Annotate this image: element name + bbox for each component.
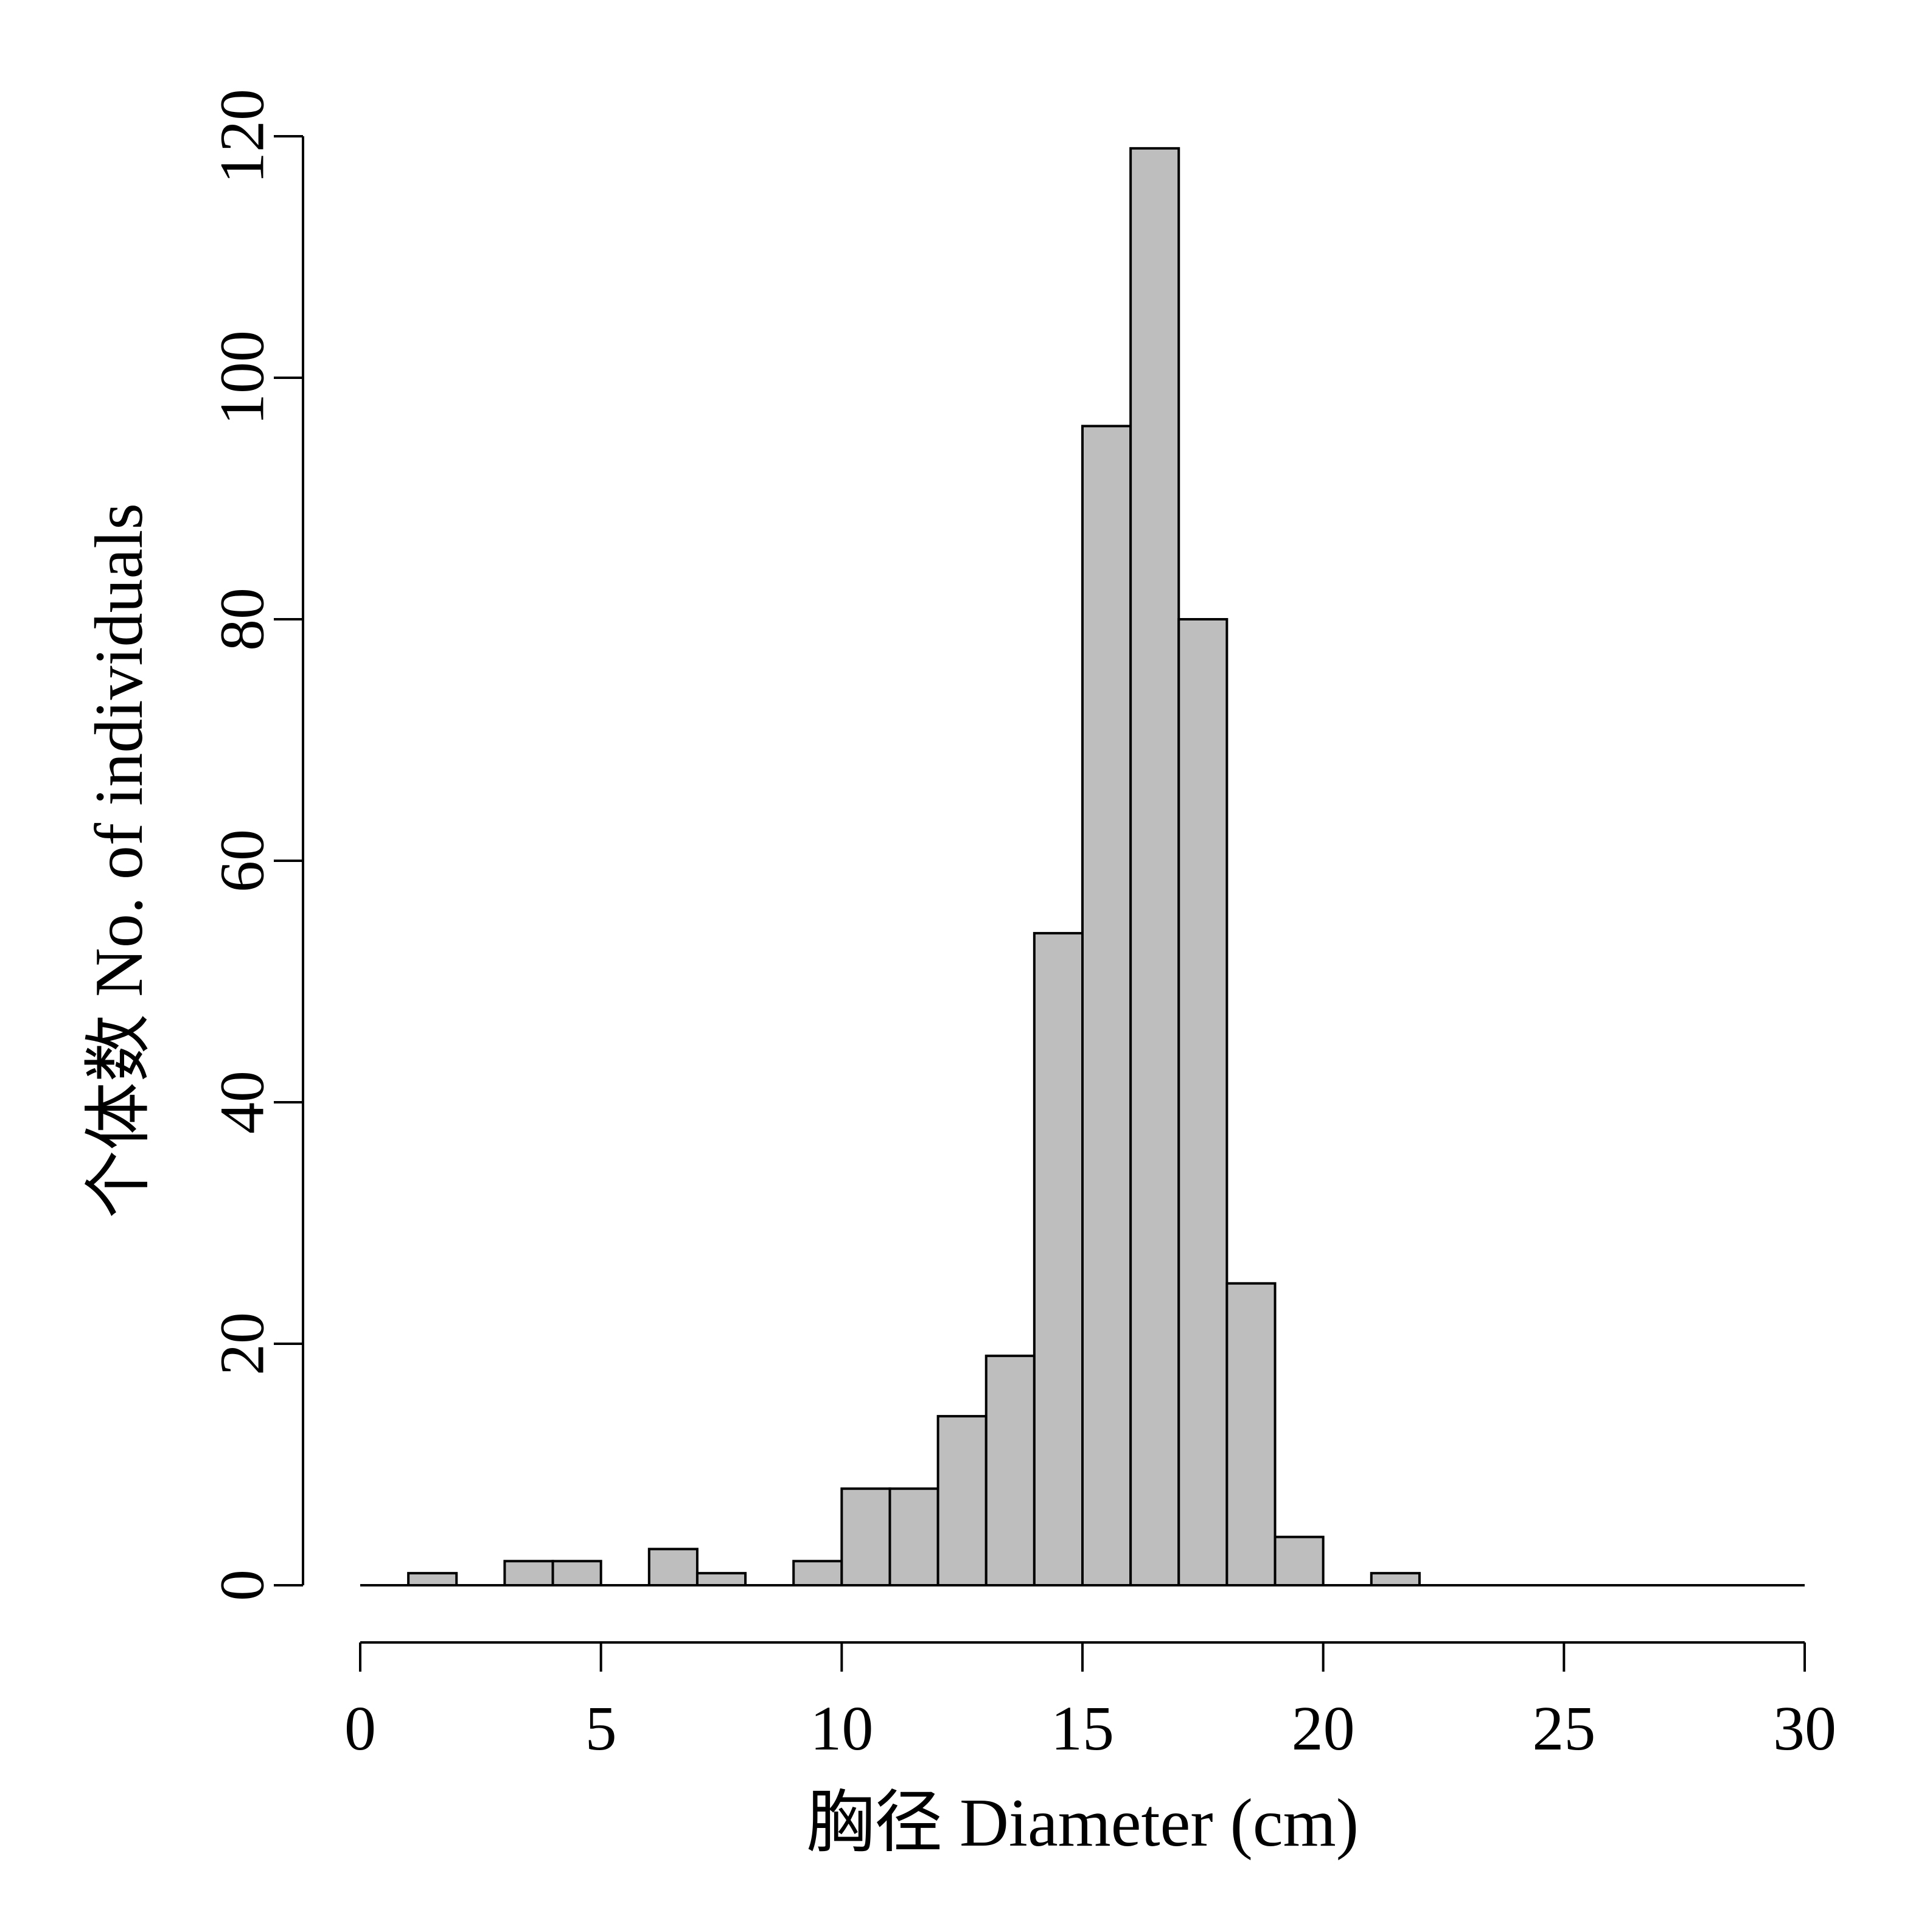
x-axis-title: 胸径 Diameter (cm)	[806, 1785, 1359, 1861]
histogram-bar-11-12	[888, 1487, 939, 1586]
histogram-bar-16-17	[1129, 147, 1180, 1586]
y-tick-label-20: 20	[207, 1312, 277, 1375]
y-tick-label-40: 40	[207, 1071, 277, 1134]
histogram-bar-3-4	[503, 1560, 554, 1587]
histogram-bar-15-16	[1081, 425, 1132, 1586]
histogram-bar-12-13	[936, 1415, 988, 1587]
y-tick-label-120: 120	[207, 89, 277, 184]
histogram-bar-9-10	[792, 1560, 843, 1587]
histogram-bar-4-5	[551, 1560, 602, 1587]
histogram-bar-19-20	[1274, 1535, 1325, 1587]
histogram-bar-7-8	[695, 1572, 747, 1586]
x-axis: 0 5 10 15 20 25 30	[344, 1641, 1836, 1763]
histogram-bar-21-22	[1370, 1572, 1421, 1586]
histogram-bar-18-19	[1225, 1282, 1277, 1586]
x-tick-label-30: 30	[1773, 1694, 1836, 1763]
x-tick-label-15: 15	[1051, 1694, 1114, 1763]
histogram-bar-10-11	[840, 1487, 891, 1586]
histogram-bar-14-15	[1033, 932, 1084, 1586]
x-tick-label-25: 25	[1532, 1694, 1595, 1763]
x-tick-label-0: 0	[344, 1694, 376, 1763]
histogram-bars	[407, 147, 1421, 1587]
histogram-bar-17-18	[1177, 618, 1228, 1586]
histogram-bar-1-2	[407, 1572, 458, 1586]
x-tick-label-10: 10	[810, 1694, 873, 1763]
y-tick-label-0: 0	[207, 1569, 277, 1601]
x-tick-label-20: 20	[1292, 1694, 1355, 1763]
y-axis-title: 个体数 No. of individuals	[82, 503, 157, 1218]
y-tick-label-60: 60	[207, 829, 277, 892]
histogram-bar-6-7	[647, 1548, 699, 1586]
y-tick-label-80: 80	[207, 588, 277, 651]
y-axis: 0 20 40 60 80 100 120	[207, 89, 304, 1601]
histogram-bar-13-14	[984, 1354, 1036, 1587]
x-tick-label-5: 5	[585, 1694, 617, 1763]
y-tick-label-100: 100	[207, 330, 277, 425]
